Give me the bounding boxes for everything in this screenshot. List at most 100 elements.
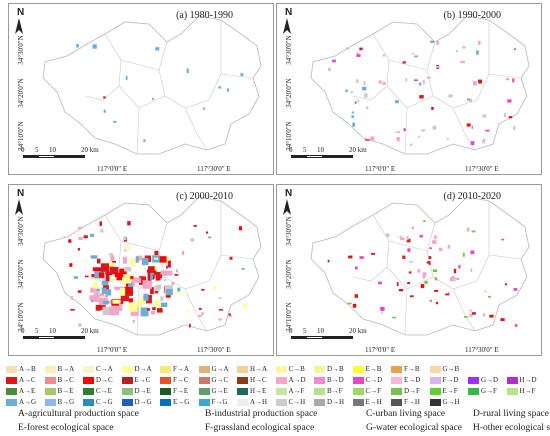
land-transition-patch: [409, 295, 414, 298]
land-transition-patch: [513, 288, 518, 291]
land-transition-patch: [418, 135, 420, 138]
land-transition-patch: [453, 268, 457, 274]
legend-description: E-forest ecological space: [18, 423, 114, 433]
land-transition-patch: [154, 291, 159, 294]
scale-label: 10: [49, 146, 56, 154]
land-transition-patch: [77, 290, 82, 293]
lat-label: 34°20'0"N: [17, 259, 25, 289]
legend-label: D→B: [327, 365, 344, 373]
legend-label: C→F: [365, 387, 382, 395]
land-transition-patch: [101, 287, 107, 294]
land-transition-patch: [154, 266, 158, 271]
land-transition-patch: [218, 309, 223, 311]
district-boundary: [120, 240, 160, 252]
land-transition-patch: [159, 256, 167, 263]
land-transition-patch: [228, 313, 231, 316]
scale-label: 5: [303, 146, 307, 154]
land-transition-patch: [456, 278, 459, 280]
legend-swatch: [44, 377, 56, 384]
land-transition-patch: [327, 259, 330, 263]
legend-label: C→H: [288, 398, 306, 406]
land-transition-patch: [109, 307, 119, 316]
land-transition-patch: [473, 81, 477, 86]
legend-swatch: [198, 366, 210, 373]
district-boundary: [220, 254, 254, 260]
land-transition-patch: [152, 307, 156, 311]
land-transition-patch: [164, 279, 167, 281]
legend-label: B→C: [57, 376, 74, 384]
legend-label: B→G: [57, 398, 75, 406]
land-transition-patch: [119, 268, 127, 275]
land-transition-patch: [471, 312, 476, 315]
land-transition-patch: [487, 295, 491, 298]
scale-label: 20 km: [349, 327, 367, 335]
land-transition-patch: [155, 271, 161, 281]
land-transition-patch: [469, 313, 473, 318]
land-transition-patch: [189, 323, 191, 328]
land-transition-patch: [158, 274, 162, 279]
land-transition-patch: [212, 286, 217, 289]
legend-swatch: [44, 388, 56, 395]
land-transition-patch: [110, 255, 115, 262]
legend-label: A→F: [288, 387, 305, 395]
land-transition-patch: [434, 277, 437, 280]
land-transition-patch: [406, 238, 411, 243]
legend-swatch: [83, 366, 94, 373]
lat-label: 34°20'0"N: [17, 78, 25, 108]
legend-label: G→H: [442, 398, 460, 406]
scale-bar: 0 5 10 20 km: [289, 327, 379, 345]
land-transition-patch: [370, 252, 376, 255]
land-transition-patch: [147, 273, 152, 281]
scale-label: 20 km: [349, 146, 367, 154]
district-boundary: [452, 288, 476, 332]
land-transition-patch: [414, 55, 418, 58]
legend-description: H-other ecological space: [473, 423, 550, 433]
land-transition-patch: [127, 281, 133, 287]
land-transition-patch: [99, 221, 102, 226]
legend-label: D→A: [134, 365, 152, 373]
land-transition-patch: [131, 277, 141, 283]
land-transition-patch: [115, 304, 123, 311]
map-canvas-c: [15, 196, 262, 336]
land-transition-patch: [108, 253, 113, 256]
legend-swatch: [121, 388, 133, 395]
land-transition-patch: [84, 275, 89, 278]
legend-swatch: [391, 366, 402, 373]
land-transition-patch: [98, 272, 105, 278]
legend-swatch: [6, 399, 17, 406]
land-transition-patch: [109, 266, 119, 275]
legend-label: E→H: [365, 398, 382, 406]
land-transition-patch: [382, 54, 386, 57]
land-transition-patch: [345, 47, 350, 50]
land-transition-patch: [469, 98, 472, 102]
north-arrow-glyph: [15, 199, 23, 215]
land-transition-patch: [464, 316, 468, 318]
legend-label: G→E: [211, 387, 228, 395]
legend-row: A→C B→C D→C E→C F→C G→C H→C A→D B→D C→D E→D F→D G→D H…: [6, 375, 546, 386]
land-transition-patch: [514, 48, 517, 50]
legend-swatch: [352, 399, 364, 406]
land-transition-patch: [430, 40, 435, 43]
legend-label: C→E: [96, 387, 112, 395]
legend-swatch: [198, 399, 210, 406]
legend-swatch: [121, 377, 133, 384]
legend-label: G→A: [211, 365, 229, 373]
map-panel-c: N (c) 2000-2010 34°30'0"N 34°20'0"N 34°1…: [8, 184, 274, 356]
land-transition-patch: [140, 296, 146, 304]
land-transition-patch: [405, 77, 408, 82]
land-transition-patch: [399, 235, 402, 239]
legend-swatch: [275, 388, 287, 395]
land-transition-patch: [482, 140, 485, 144]
legend-swatch: [198, 388, 210, 395]
land-transition-patch: [95, 293, 105, 297]
land-transition-patch: [449, 277, 454, 282]
scale-label: 20 km: [81, 146, 99, 154]
land-transition-patch: [201, 289, 205, 291]
legend-label: E→B: [365, 365, 382, 373]
legend-label: G→D: [481, 376, 499, 384]
legend-swatch: [429, 377, 441, 384]
legend-swatch: [429, 399, 441, 406]
land-transition-patch: [228, 314, 232, 318]
land-transition-patch: [396, 137, 400, 142]
legend-swatch: [121, 366, 133, 373]
